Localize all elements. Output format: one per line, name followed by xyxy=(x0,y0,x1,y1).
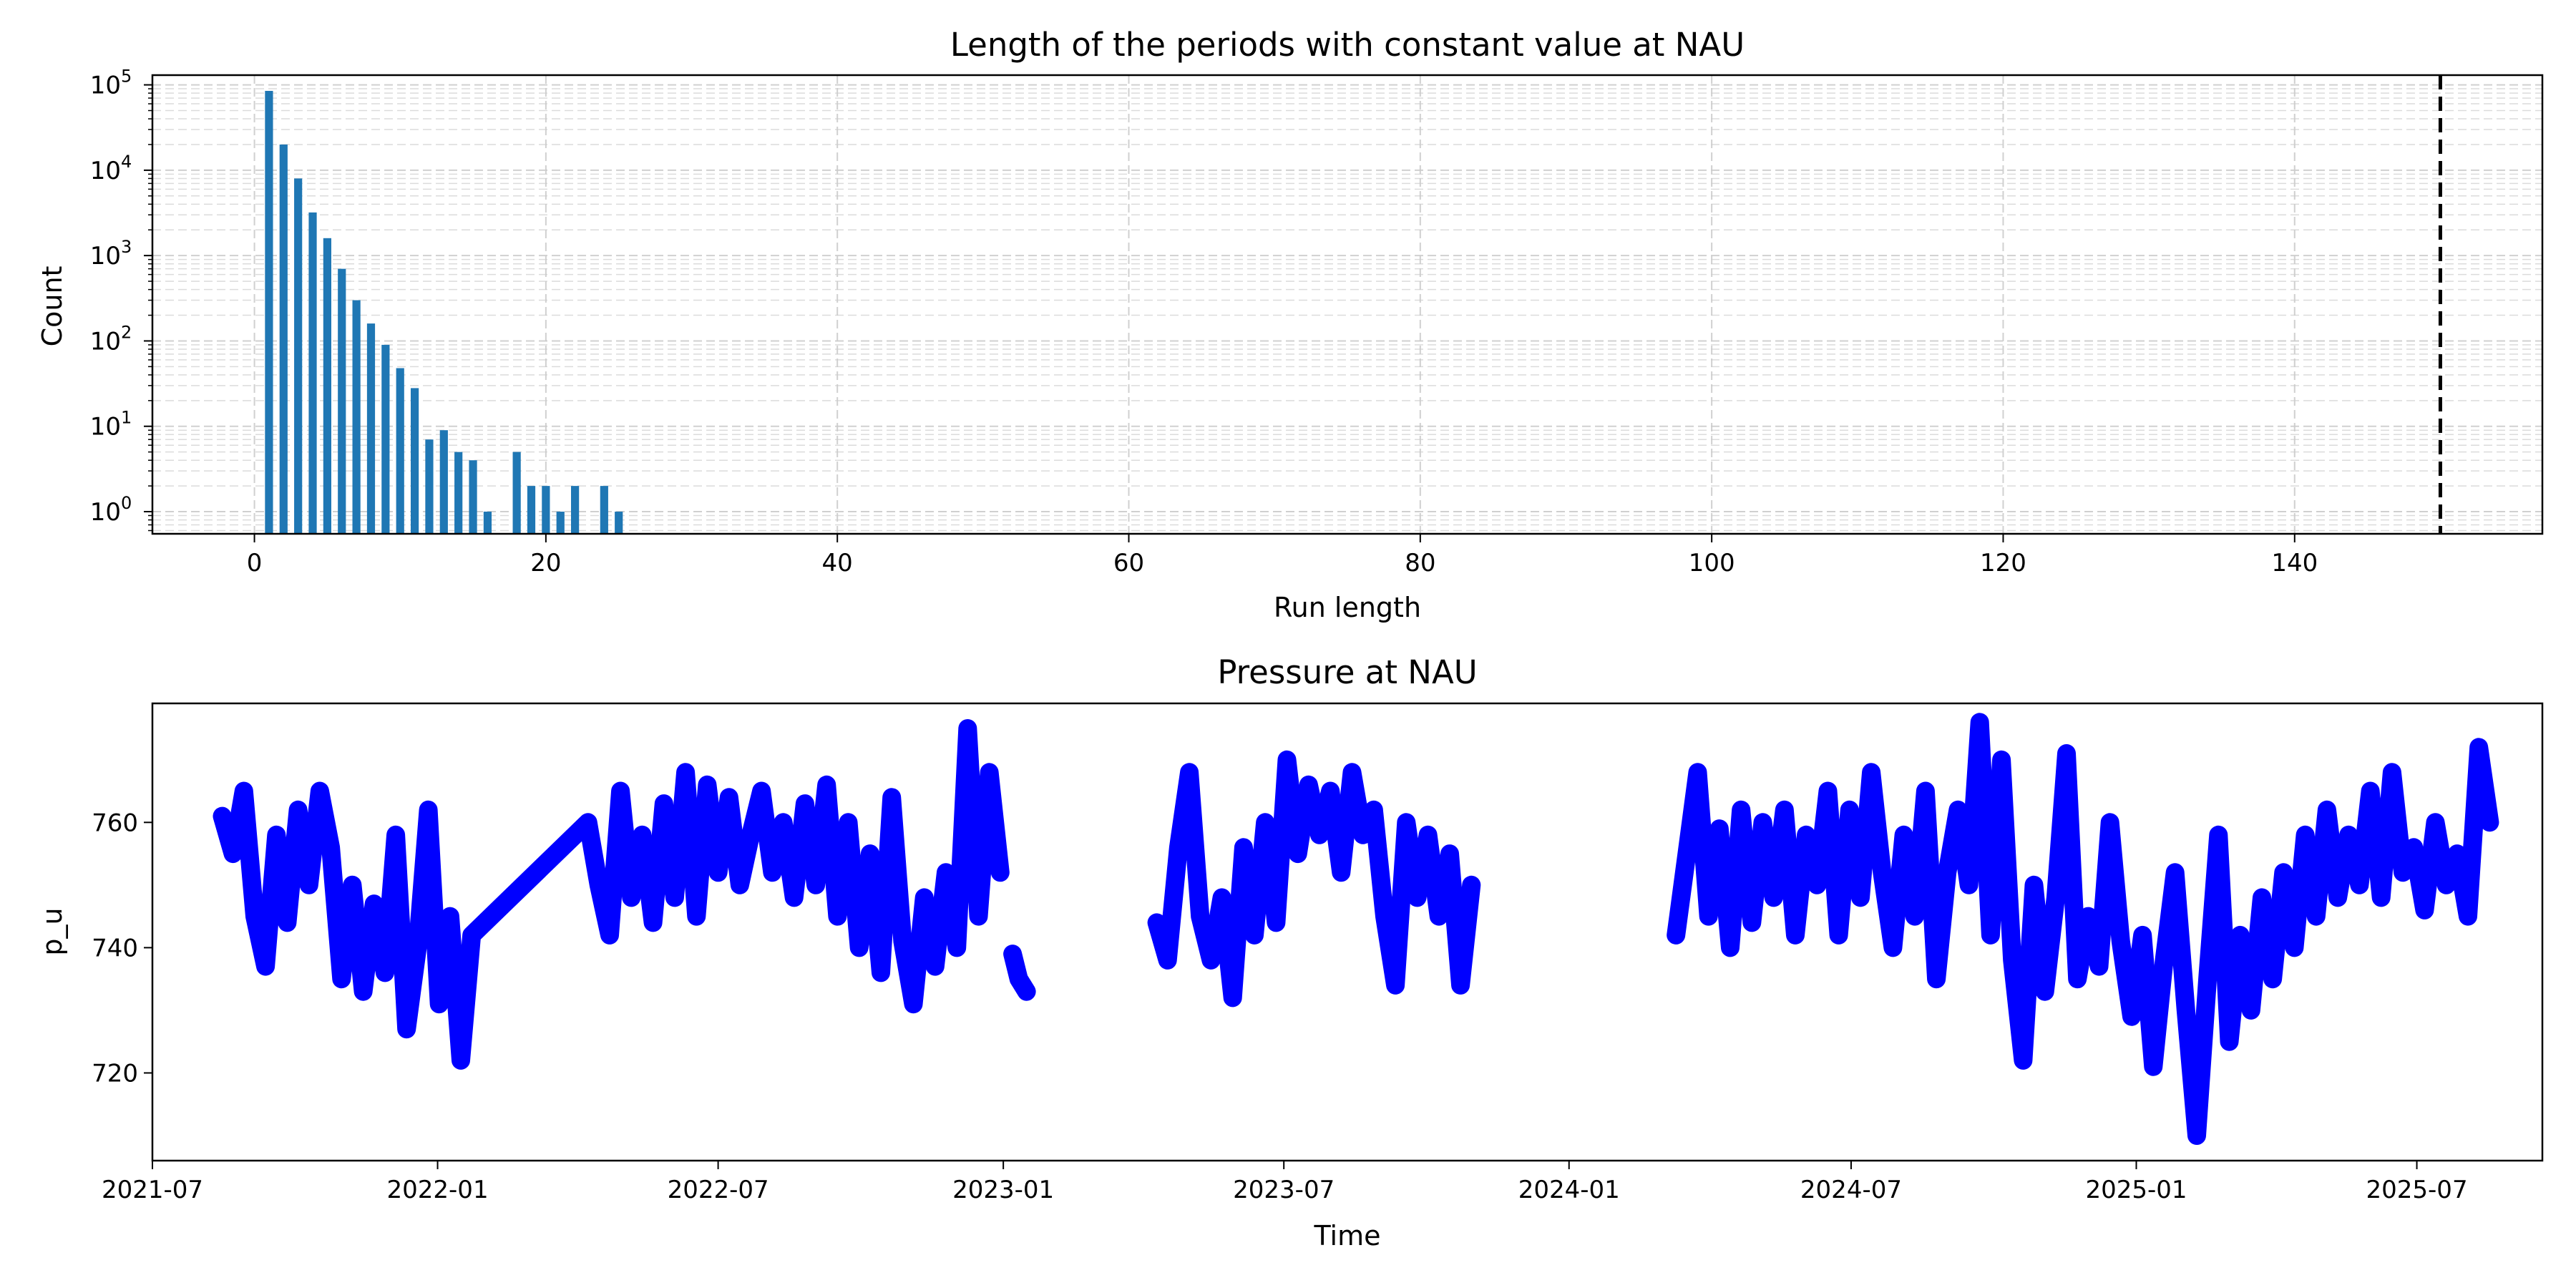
chart1-plot-frame xyxy=(151,74,2544,535)
chart1-y-ticks: 100 101 102 103 104 105 xyxy=(90,67,152,532)
chart1-title: Length of the periods with constant valu… xyxy=(950,26,1745,64)
x-tick-label: 2022-01 xyxy=(387,1176,489,1204)
histogram-bar xyxy=(615,512,623,534)
histogram-bar xyxy=(352,300,361,534)
histogram-bar xyxy=(265,91,273,535)
histogram-bar xyxy=(381,344,390,534)
y-tick-label: 102 xyxy=(90,322,132,356)
histogram-bar xyxy=(294,178,303,534)
x-tick-label: 100 xyxy=(1689,549,1735,577)
histogram-bar xyxy=(483,512,492,534)
chart2-y-axis-label: p_u xyxy=(36,907,68,955)
y-tick-label: 720 xyxy=(92,1059,138,1088)
chart1-x-ticks: 0 20 40 60 80 100 120 140 xyxy=(247,534,2318,577)
y-tick-label: 740 xyxy=(92,934,138,962)
chart1-grid xyxy=(152,75,2542,534)
x-tick-label: 2024-07 xyxy=(1800,1176,1902,1204)
x-tick-label: 2022-07 xyxy=(668,1176,769,1204)
histogram-bar xyxy=(425,439,434,534)
pressure-series-line xyxy=(1155,759,1473,998)
y-tick-label: 105 xyxy=(90,67,132,100)
x-tick-label: 2023-01 xyxy=(952,1176,1054,1204)
histogram-bar xyxy=(338,268,346,534)
histogram-bar xyxy=(439,430,448,534)
x-tick-label: 2023-07 xyxy=(1233,1176,1335,1204)
histogram-bar xyxy=(512,452,521,534)
x-tick-label: 2024-01 xyxy=(1518,1176,1620,1204)
pressure-series-line xyxy=(1011,953,1028,992)
chart2-y-ticks: 720 740 760 xyxy=(92,809,152,1088)
x-tick-label: 20 xyxy=(530,549,561,577)
histogram-bar xyxy=(454,452,463,534)
x-tick-label: 2021-07 xyxy=(102,1176,203,1204)
x-tick-label: 2025-01 xyxy=(2085,1176,2187,1204)
histogram-bar xyxy=(469,460,477,534)
histogram-bar xyxy=(308,212,317,534)
x-tick-label: 0 xyxy=(247,549,263,577)
pressure-series-line xyxy=(1674,722,2492,1136)
pressure-chart: Pressure at NAU 2021-07 2022-01 2022-07 202… xyxy=(36,653,2544,1252)
x-tick-label: 2025-07 xyxy=(2366,1176,2468,1204)
run-length-chart: Length of the periods with constant valu… xyxy=(36,26,2544,623)
chart2-x-axis-label: Time xyxy=(1314,1220,1381,1252)
histogram-bar xyxy=(366,323,376,534)
x-tick-label: 40 xyxy=(822,549,853,577)
y-tick-label: 101 xyxy=(90,408,132,441)
y-tick-label: 104 xyxy=(90,152,132,185)
y-tick-label: 103 xyxy=(90,237,132,270)
chart1-y-axis-label: Count xyxy=(36,266,68,347)
histogram-bar xyxy=(396,368,404,534)
y-tick-label: 100 xyxy=(90,493,132,527)
chart1-bars xyxy=(265,91,623,535)
histogram-bar xyxy=(410,388,419,534)
histogram-bar xyxy=(600,486,608,534)
histogram-bar xyxy=(556,512,565,534)
chart2-plot-frame xyxy=(151,702,2544,1162)
histogram-bar xyxy=(571,486,580,534)
chart2-x-ticks: 2021-07 2022-01 2022-07 2023-01 2023-07 2024-… xyxy=(102,1161,2468,1204)
chart2-title: Pressure at NAU xyxy=(1217,653,1477,691)
x-tick-label: 60 xyxy=(1113,549,1144,577)
histogram-bar xyxy=(323,238,331,534)
histogram-bar xyxy=(527,486,536,534)
chart2-series xyxy=(213,713,2499,1145)
x-tick-label: 80 xyxy=(1405,549,1435,577)
x-tick-label: 120 xyxy=(1980,549,2026,577)
x-tick-label: 140 xyxy=(2271,549,2318,577)
histogram-bar xyxy=(279,144,288,535)
pressure-series-line xyxy=(220,728,1002,1061)
histogram-bar xyxy=(542,486,550,534)
chart1-x-axis-label: Run length xyxy=(1274,592,1421,623)
y-tick-label: 760 xyxy=(92,809,138,837)
